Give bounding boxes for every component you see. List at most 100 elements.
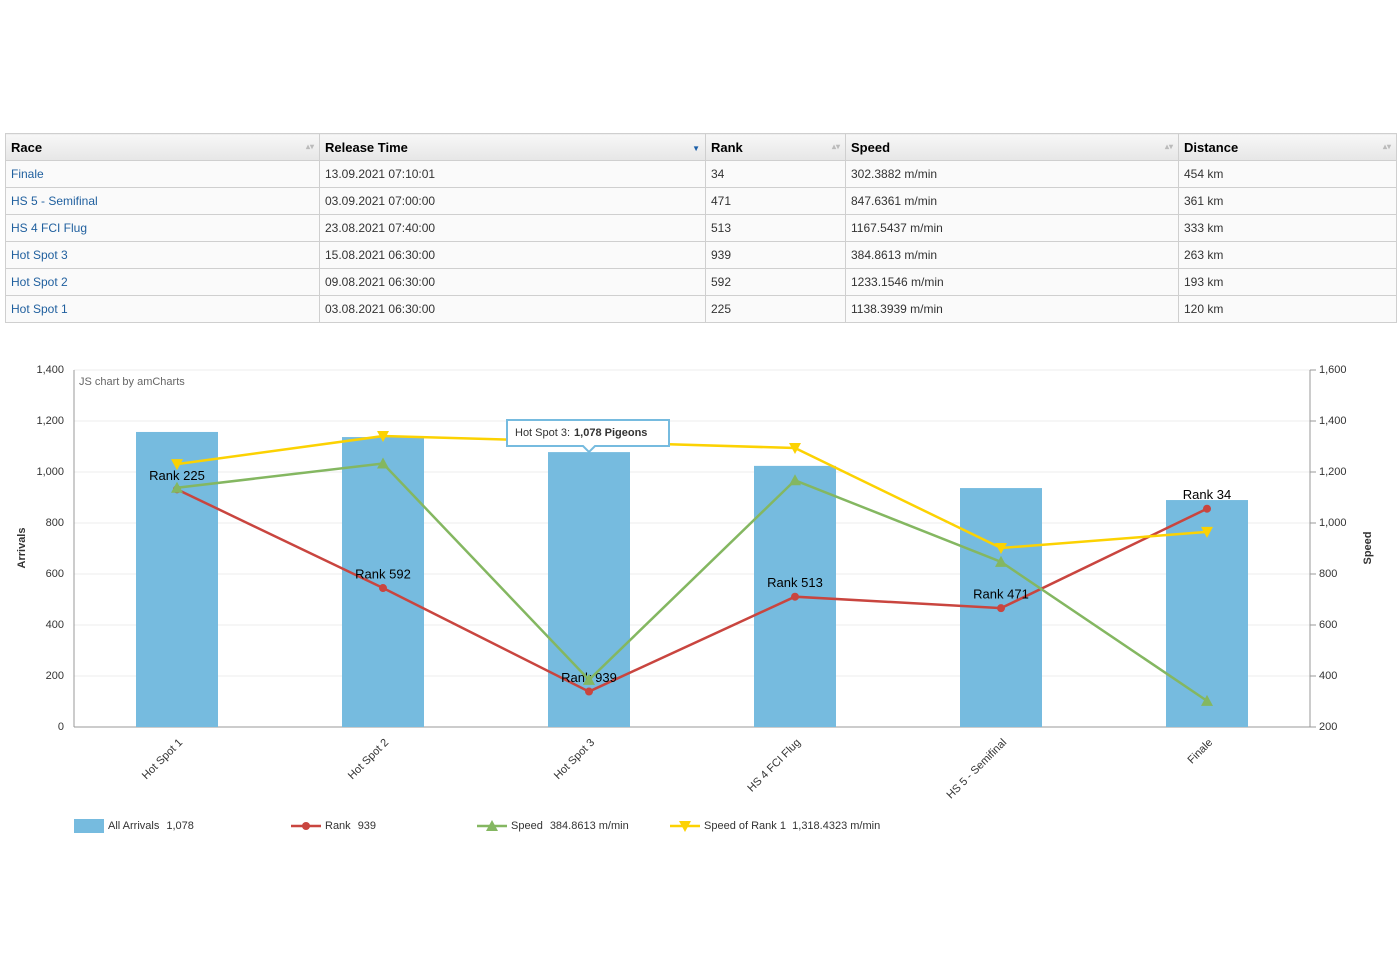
- legend-marker: [679, 821, 691, 832]
- marker: [171, 459, 183, 471]
- y-tick-label: 800: [46, 517, 64, 529]
- data-label: Rank 34: [1183, 487, 1231, 502]
- table-cell: 15.08.2021 06:30:00: [319, 241, 706, 269]
- table-body: Finale 13.09.2021 07:10:01 34 302.3882 m/mi…: [5, 160, 1397, 323]
- x-tick-label: HS 4 FCI Flug: [745, 737, 803, 795]
- marker: [995, 542, 1007, 554]
- legend-marker: [302, 822, 310, 830]
- legend-value: 384.8613 m/min: [550, 820, 629, 832]
- table-row: Hot Spot 2 09.08.2021 06:30:00 592 1233.154…: [5, 268, 1397, 296]
- y-tick-label: 400: [46, 619, 64, 631]
- table-row: Hot Spot 1 03.08.2021 06:30:00 225 1138.393…: [5, 295, 1397, 323]
- y2-tick-label: 1,000: [1319, 517, 1347, 529]
- marker: [379, 584, 387, 593]
- marker: [1201, 526, 1213, 538]
- line: [176, 462, 1208, 702]
- marker: [171, 481, 183, 493]
- legend-name: Speed of Rank 1: [704, 820, 786, 832]
- y2-tick-label: 400: [1319, 670, 1337, 682]
- y-tick-label: 600: [46, 568, 64, 580]
- marker: [791, 592, 799, 601]
- line: [176, 434, 1208, 550]
- legend-entry: Speed of Rank 1 1,318.4323 m/min: [704, 820, 880, 832]
- column-header[interactable]: Rank ▴▾: [705, 133, 846, 161]
- column-header[interactable]: Release Time ▼: [319, 133, 706, 161]
- column-header[interactable]: Race ▴▾: [5, 133, 320, 161]
- table-cell: 193 km: [1178, 268, 1397, 296]
- y-tick-label: 0: [58, 721, 64, 733]
- y-tick-label: 1,200: [36, 415, 64, 427]
- legend-entry: Speed 384.8613 m/min: [511, 820, 629, 832]
- table-cell: 09.08.2021 06:30:00: [319, 268, 706, 296]
- marker: [789, 474, 801, 486]
- legend-value: 1,078: [166, 820, 194, 832]
- table-row: HS 4 FCI Flug 23.08.2021 07:40:00 513 1167.…: [5, 214, 1397, 242]
- legend-marker: [486, 820, 498, 831]
- table-cell: 03.08.2021 06:30:00: [319, 295, 706, 323]
- bar: [136, 431, 218, 727]
- column-header[interactable]: Speed ▴▾: [845, 133, 1179, 161]
- y2-tick-label: 1,200: [1319, 466, 1347, 478]
- marker: [377, 457, 389, 469]
- marker: [583, 673, 595, 685]
- y2-tick-label: 1,600: [1319, 364, 1347, 376]
- race-link[interactable]: Hot Spot 2: [5, 268, 320, 296]
- table-cell: 23.08.2021 07:40:00: [319, 214, 706, 242]
- table-cell: 333 km: [1178, 214, 1397, 242]
- table-header: Race ▴▾ Release Time ▼ Rank ▴▾ Speed ▴▾ Distance…: [5, 133, 1397, 161]
- table-cell: 939: [705, 241, 846, 269]
- sort-icon: ▼: [692, 144, 700, 153]
- bar: [342, 437, 424, 727]
- legend-name: All Arrivals: [108, 820, 160, 832]
- table-cell: 34: [705, 160, 846, 188]
- legend-entry: All Arrivals 1,078: [108, 820, 194, 832]
- marker: [1203, 504, 1211, 513]
- x-tick-label: HS 5 - Semifinal: [944, 737, 1009, 802]
- bar: [548, 452, 630, 727]
- sort-icon: ▴▾: [1164, 142, 1173, 151]
- table-cell: 1167.5437 m/min: [845, 214, 1179, 242]
- race-link[interactable]: HS 4 FCI Flug: [5, 214, 320, 242]
- line: [176, 488, 1208, 693]
- column-label: Release Time: [325, 139, 408, 155]
- race-link[interactable]: HS 5 - Semifinal: [5, 187, 320, 215]
- marker: [997, 604, 1005, 613]
- x-tick-label: Hot Spot 3: [552, 737, 597, 782]
- race-link[interactable]: Hot Spot 1: [5, 295, 320, 323]
- table-cell: 120 km: [1178, 295, 1397, 323]
- data-label: Rank 225: [149, 468, 205, 483]
- table-cell: 302.3882 m/min: [845, 160, 1179, 188]
- legend-swatch: [74, 819, 104, 833]
- y-tick-label: 1,000: [36, 466, 64, 478]
- y2-tick-label: 800: [1319, 568, 1337, 580]
- tooltip-value: 1,078 Pigeons: [574, 427, 647, 439]
- x-tick-label: Hot Spot 2: [346, 737, 391, 782]
- tooltip-box: [506, 419, 670, 454]
- table-cell: 454 km: [1178, 160, 1397, 188]
- marker: [377, 431, 389, 443]
- y2-tick-label: 1,400: [1319, 415, 1347, 427]
- table-cell: 1138.3939 m/min: [845, 295, 1179, 323]
- sort-icon: ▴▾: [1382, 142, 1391, 151]
- data-label: Rank 513: [767, 575, 823, 590]
- table-cell: 592: [705, 268, 846, 296]
- column-header[interactable]: Distance ▴▾: [1178, 133, 1397, 161]
- chart-credit: JS chart by amCharts: [79, 376, 185, 388]
- legend-value: 939: [358, 820, 376, 832]
- data-label: Rank 471: [973, 587, 1029, 602]
- marker: [585, 687, 593, 696]
- tooltip-label: Hot Spot 3:: [515, 427, 570, 439]
- tooltip: Hot Spot 3: 1,078 Pigeons: [506, 419, 670, 454]
- y2-axis-label: Speed: [1362, 531, 1374, 564]
- y2-tick-label: 200: [1319, 721, 1337, 733]
- table-row: HS 5 - Semifinal 03.09.2021 07:00:00 471 84…: [5, 187, 1397, 215]
- sort-icon: ▴▾: [305, 142, 314, 151]
- marker: [995, 555, 1007, 567]
- column-label: Speed: [851, 139, 891, 155]
- table-cell: 225: [705, 295, 846, 323]
- legend-name: Speed: [511, 820, 543, 832]
- y-axis-label: Arrivals: [16, 528, 28, 569]
- y-tick-label: 1,400: [36, 364, 64, 376]
